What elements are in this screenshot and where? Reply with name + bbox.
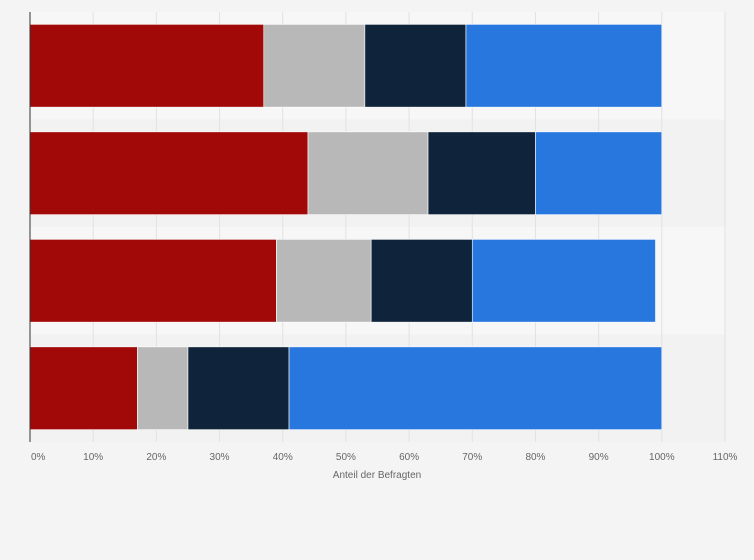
x-tick-label: 100% [649,452,675,463]
bar-segment-series-4-row-2[interactable] [535,131,663,215]
x-tick-label: 60% [399,452,419,463]
bar-segment-series-2-row-1[interactable] [263,24,366,108]
bar-segment-series-3-row-3[interactable] [370,239,473,323]
bar-segment-series-1-row-1[interactable] [29,24,265,108]
bar-segment-series-2-row-2[interactable] [307,131,429,215]
bar-segment-series-2-row-3[interactable] [276,239,372,323]
bar-segment-series-1-row-2[interactable] [29,131,309,215]
x-axis-title: Anteil der Befragten [333,470,421,481]
x-tick-label: 0% [31,452,46,463]
x-tick-label: 110% [713,452,738,463]
bars [29,24,663,430]
x-tick-label: 70% [462,452,482,463]
bar-segment-series-3-row-1[interactable] [364,24,467,108]
x-tick-labels: 0% 10% 20% 30% 40% 50% 60% 70% 80% 90% 100% 110% [31,452,738,463]
bar-segment-series-2-row-4[interactable] [137,346,189,430]
bar-segment-series-4-row-1[interactable] [465,24,663,108]
x-tick-label: 90% [589,452,609,463]
x-tick-label: 80% [525,452,545,463]
x-tick-label: 50% [336,452,356,463]
bar-segment-series-4-row-4[interactable] [288,346,663,430]
x-tick-label: 40% [273,452,293,463]
x-tick-label: 10% [83,452,103,463]
bar-segment-series-3-row-4[interactable] [187,346,290,430]
bar-segment-series-4-row-3[interactable] [471,239,656,323]
bar-segment-series-1-row-3[interactable] [29,239,277,323]
bar-segment-series-3-row-2[interactable] [427,131,536,215]
x-tick-label: 30% [210,452,230,463]
bar-segment-series-1-row-4[interactable] [29,346,138,430]
x-tick-label: 20% [146,452,166,463]
